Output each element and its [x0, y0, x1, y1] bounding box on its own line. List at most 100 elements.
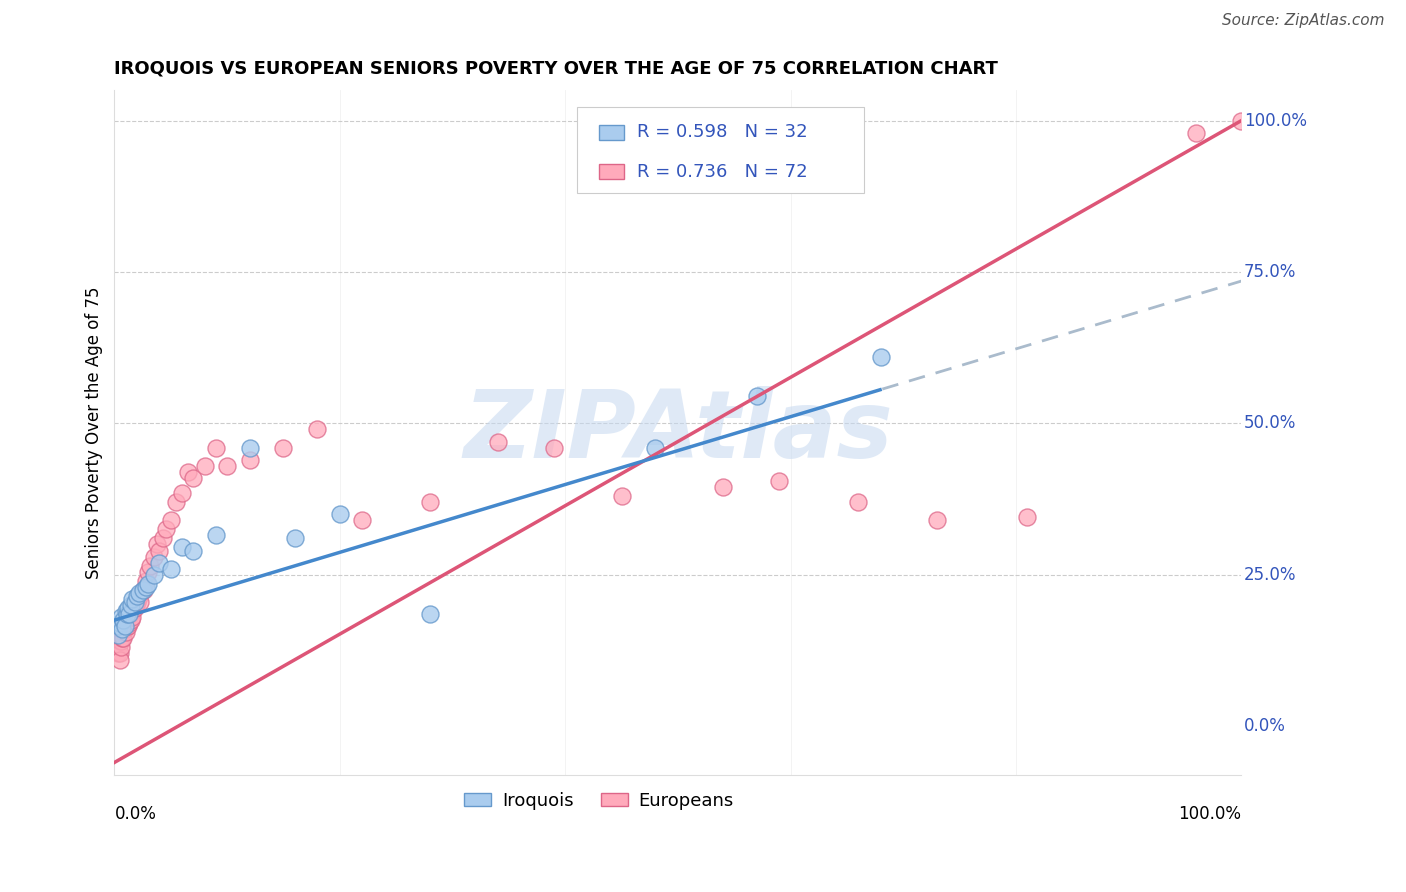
Text: 0.0%: 0.0% — [114, 805, 156, 823]
Point — [117, 619, 139, 633]
Point — [768, 474, 790, 488]
Point — [108, 616, 131, 631]
Text: 100.0%: 100.0% — [1178, 805, 1241, 823]
Point — [543, 441, 565, 455]
Point — [846, 495, 869, 509]
Point — [152, 532, 174, 546]
Point — [1017, 510, 1039, 524]
Point — [112, 632, 135, 646]
Point — [146, 537, 169, 551]
Text: R = 0.598   N = 32: R = 0.598 N = 32 — [637, 123, 808, 142]
Point — [205, 528, 228, 542]
Point — [122, 601, 145, 615]
Point — [745, 389, 768, 403]
Point — [194, 458, 217, 473]
Point — [108, 652, 131, 666]
Point — [307, 422, 329, 436]
Text: 75.0%: 75.0% — [1244, 263, 1296, 281]
Point — [131, 582, 153, 597]
Text: 100.0%: 100.0% — [1244, 112, 1306, 129]
Point — [136, 565, 159, 579]
Point — [128, 589, 150, 603]
Point — [120, 613, 142, 627]
Text: 0.0%: 0.0% — [1244, 717, 1285, 735]
Point — [112, 613, 135, 627]
Point — [217, 458, 239, 473]
Point — [114, 604, 136, 618]
Point — [108, 647, 131, 661]
Point — [711, 480, 734, 494]
Point — [644, 441, 666, 455]
Point — [135, 574, 157, 588]
Text: R = 0.736   N = 72: R = 0.736 N = 72 — [637, 162, 808, 181]
Point — [121, 604, 143, 618]
Text: 25.0%: 25.0% — [1244, 566, 1296, 583]
Point — [155, 522, 177, 536]
Point — [117, 613, 139, 627]
Point — [170, 486, 193, 500]
Point — [136, 577, 159, 591]
Text: IROQUOIS VS EUROPEAN SENIORS POVERTY OVER THE AGE OF 75 CORRELATION CHART: IROQUOIS VS EUROPEAN SENIORS POVERTY OVE… — [114, 60, 998, 78]
Point — [1185, 126, 1208, 140]
Point — [352, 513, 374, 527]
Point — [115, 607, 138, 621]
Point — [125, 595, 148, 609]
FancyBboxPatch shape — [599, 164, 624, 179]
Text: 50.0%: 50.0% — [1244, 415, 1296, 433]
Point — [127, 591, 149, 606]
Point — [142, 567, 165, 582]
Point — [114, 616, 136, 631]
Point — [132, 582, 155, 597]
Point — [117, 601, 139, 615]
Point — [108, 628, 131, 642]
Point — [419, 607, 441, 621]
Point — [108, 637, 131, 651]
Point — [118, 616, 141, 631]
Point — [239, 452, 262, 467]
Point — [129, 595, 152, 609]
Point — [124, 595, 146, 609]
Point — [205, 441, 228, 455]
Point — [1230, 113, 1253, 128]
Point — [108, 634, 131, 648]
Point — [419, 495, 441, 509]
Point — [121, 591, 143, 606]
Legend: Iroquois, Europeans: Iroquois, Europeans — [457, 784, 741, 817]
Point — [239, 441, 262, 455]
Point — [329, 507, 352, 521]
Point — [159, 562, 181, 576]
Point — [128, 586, 150, 600]
Y-axis label: Seniors Poverty Over the Age of 75: Seniors Poverty Over the Age of 75 — [86, 286, 103, 579]
Text: Source: ZipAtlas.com: Source: ZipAtlas.com — [1222, 13, 1385, 29]
Point — [165, 495, 187, 509]
Point — [927, 513, 949, 527]
Point — [111, 632, 134, 646]
Text: ZIPAtlas: ZIPAtlas — [463, 386, 893, 478]
Point — [110, 634, 132, 648]
Point — [110, 610, 132, 624]
Point — [114, 622, 136, 636]
FancyBboxPatch shape — [576, 107, 863, 193]
Point — [284, 532, 307, 546]
Point — [273, 441, 295, 455]
Point — [170, 541, 193, 555]
Point — [120, 607, 142, 621]
Point — [112, 625, 135, 640]
Point — [107, 640, 129, 655]
Point — [114, 619, 136, 633]
Point — [869, 350, 891, 364]
Point — [110, 625, 132, 640]
Point — [181, 543, 204, 558]
Point — [110, 640, 132, 655]
Point — [115, 613, 138, 627]
Point — [114, 619, 136, 633]
Point — [142, 549, 165, 564]
Point — [120, 607, 142, 621]
Point — [125, 598, 148, 612]
Point — [486, 434, 509, 449]
Point — [124, 601, 146, 615]
Point — [112, 619, 135, 633]
Point — [108, 619, 131, 633]
Point — [115, 619, 138, 633]
Point — [118, 607, 141, 621]
